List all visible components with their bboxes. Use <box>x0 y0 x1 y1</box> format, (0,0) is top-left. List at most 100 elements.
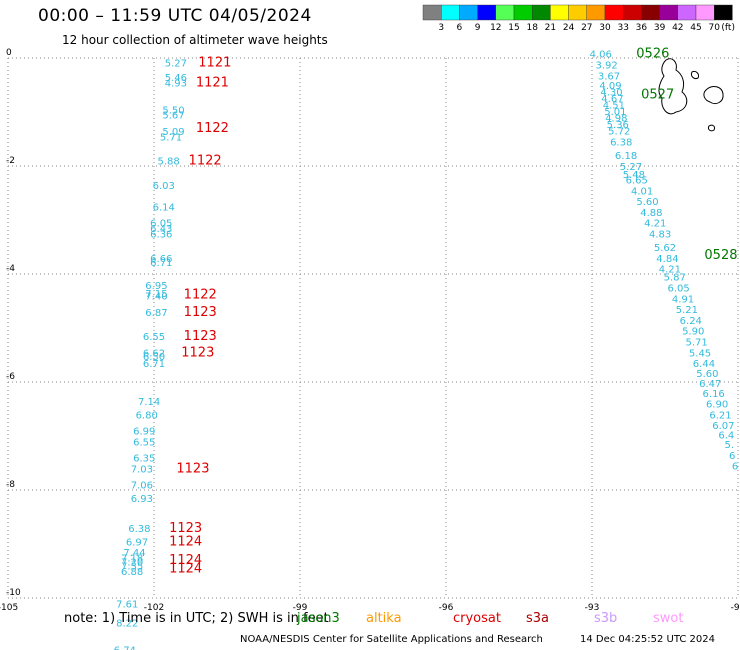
colorbar-label: 18 <box>526 23 538 33</box>
colorbar-swatch <box>568 4 587 21</box>
wave-height-label: 6.07 <box>712 421 734 432</box>
wave-height-label: 6.03 <box>153 181 175 192</box>
pass-time-label: 1123 <box>181 345 214 360</box>
credit-line: NOAA/NESDIS Center for Satellite Applica… <box>240 634 543 645</box>
satellite-legend-s3b: s3b <box>594 611 618 626</box>
wave-height-label: 5.71 <box>160 132 182 143</box>
santa-cruz-island-outline <box>703 86 724 105</box>
wave-height-label: 5.87 <box>664 273 686 284</box>
wave-height-label: 5.36 <box>607 120 629 131</box>
map-grid <box>7 57 739 599</box>
colorbar-unit: (ft) <box>721 23 735 33</box>
wave-height-label: 6.43 <box>150 224 172 235</box>
wave-height-label: 6.38 <box>128 524 150 535</box>
wave-height-label: 6.90 <box>706 400 728 411</box>
wave-height-label: 7.18 <box>121 554 143 565</box>
y-tick-label: -2 <box>6 156 15 166</box>
wave-height-label: 7.15 <box>145 289 167 300</box>
wave-height-label: 7.20 <box>121 557 143 568</box>
wave-height-label: 4.83 <box>649 230 671 241</box>
wave-height-label: 4.06 <box>590 50 612 61</box>
colorbar-swatch <box>513 4 533 21</box>
colorbar-label: 12 <box>490 23 501 33</box>
wave-height-label: 6.38 <box>610 138 632 149</box>
wave-height-label: 6.80 <box>136 410 158 421</box>
isabela-island-outline <box>658 58 688 115</box>
wave-height-label: 6.97 <box>126 537 148 548</box>
wave-height-label: 7.44 <box>123 548 145 559</box>
satellite-legend-s3a: s3a <box>526 611 550 626</box>
wave-height-label: 6.47 <box>699 379 721 390</box>
wave-height-label: 5.60 <box>696 369 718 380</box>
galapagos-coastline <box>658 58 724 132</box>
wave-height-label: 3.92 <box>595 60 617 71</box>
colorbar-swatch <box>641 4 660 21</box>
pass-time-label: 1123 <box>184 329 217 344</box>
pass-time-label: 1124 <box>169 553 202 568</box>
colorbar-swatch <box>495 4 515 21</box>
wave-height-label: 6.71 <box>150 258 172 269</box>
y-tick-label: -4 <box>6 264 15 274</box>
wave-height-label: 4.93 <box>165 78 187 89</box>
wave-height-label: 5.01 <box>604 107 626 118</box>
wave-height-label: 6.95 <box>145 281 167 292</box>
wave-height-label: 5.62 <box>654 243 676 254</box>
pass-time-label: 1121 <box>196 75 229 90</box>
colorbar-swatch <box>604 4 624 21</box>
footer-note: note: 1) Time is in UTC; 2) SWH is in fe… <box>64 611 329 626</box>
wave-height-label: 5.90 <box>682 327 704 338</box>
wave-height-label: 6.55 <box>143 332 165 343</box>
wave-height-label: 7.06 <box>131 481 153 492</box>
wave-height-label: 7.03 <box>131 464 153 475</box>
colorbar-label: 30 <box>599 23 611 33</box>
x-tick-label: -90 <box>731 603 740 613</box>
colorbar-label: 3 <box>438 23 444 33</box>
colorbar-swatch <box>695 4 715 21</box>
pass-time-label: 1121 <box>198 55 231 70</box>
colorbar-swatch <box>659 4 678 21</box>
wave-height-label: 4.21 <box>659 265 681 276</box>
colorbar-label: 21 <box>545 23 556 33</box>
wave-height-label: 6.50 <box>143 352 165 363</box>
colorbar-label: 36 <box>636 23 648 33</box>
colorbar-label: 45 <box>690 23 701 33</box>
generated-timestamp: 14 Dec 04:25:52 UTC 2024 <box>580 634 715 645</box>
x-tick-label: -96 <box>439 603 454 613</box>
colorbar-label: 15 <box>508 23 519 33</box>
wave-height-label: 4.84 <box>656 254 678 265</box>
wave-height-label: 6.21 <box>709 410 731 421</box>
wave-height-label: 7.61 <box>116 599 138 610</box>
colorbar-swatch <box>714 4 733 21</box>
wave-height-label: 6.18 <box>615 151 637 162</box>
page-subtitle: 12 hour collection of altimeter wave hei… <box>62 33 328 47</box>
colorbar-label: 39 <box>654 23 666 33</box>
wave-height-label: 6.88 <box>121 567 143 578</box>
wave-height-label: 6 <box>732 462 738 473</box>
wave-height-label: 5. <box>724 440 734 451</box>
y-tick-label: -10 <box>6 588 21 598</box>
colorbar-swatch <box>550 4 569 21</box>
wave-height-label: 5.27 <box>165 58 187 69</box>
wave-height-label: 4.51 <box>603 100 625 111</box>
wave-height-label: 6.71 <box>143 359 165 370</box>
colorbar-label: 9 <box>475 23 481 33</box>
wave-height-label: 6.65 <box>626 176 648 187</box>
wave-height-label: 6.44 <box>693 359 715 370</box>
wave-height-label: 7.14 <box>138 397 160 408</box>
wave-height-label: 4.98 <box>605 113 627 124</box>
wave-height-label: 6.99 <box>133 427 155 438</box>
x-tick-label: -102 <box>144 603 164 613</box>
colorbar: 3 6 9 12 15 18 21 24 27 30 33 36 39 42 45 70 (ft) <box>422 4 735 33</box>
pass-time-label: 1124 <box>169 561 202 576</box>
wave-height-label: 5.60 <box>636 197 658 208</box>
colorbar-swatch <box>532 4 551 21</box>
wave-height-label: 6.05 <box>150 219 172 230</box>
wave-height-label: 4.30 <box>600 87 622 98</box>
y-tick-label: -6 <box>6 372 15 382</box>
wave-height-label: 7.40 <box>145 292 167 303</box>
colorbar-label: 27 <box>581 23 592 33</box>
page-title: 00:00 – 11:59 UTC 04/05/2024 <box>38 6 312 26</box>
satellite-legend-jason3: jason3 <box>297 611 340 626</box>
wave-height-label: 6.66 <box>150 254 172 265</box>
